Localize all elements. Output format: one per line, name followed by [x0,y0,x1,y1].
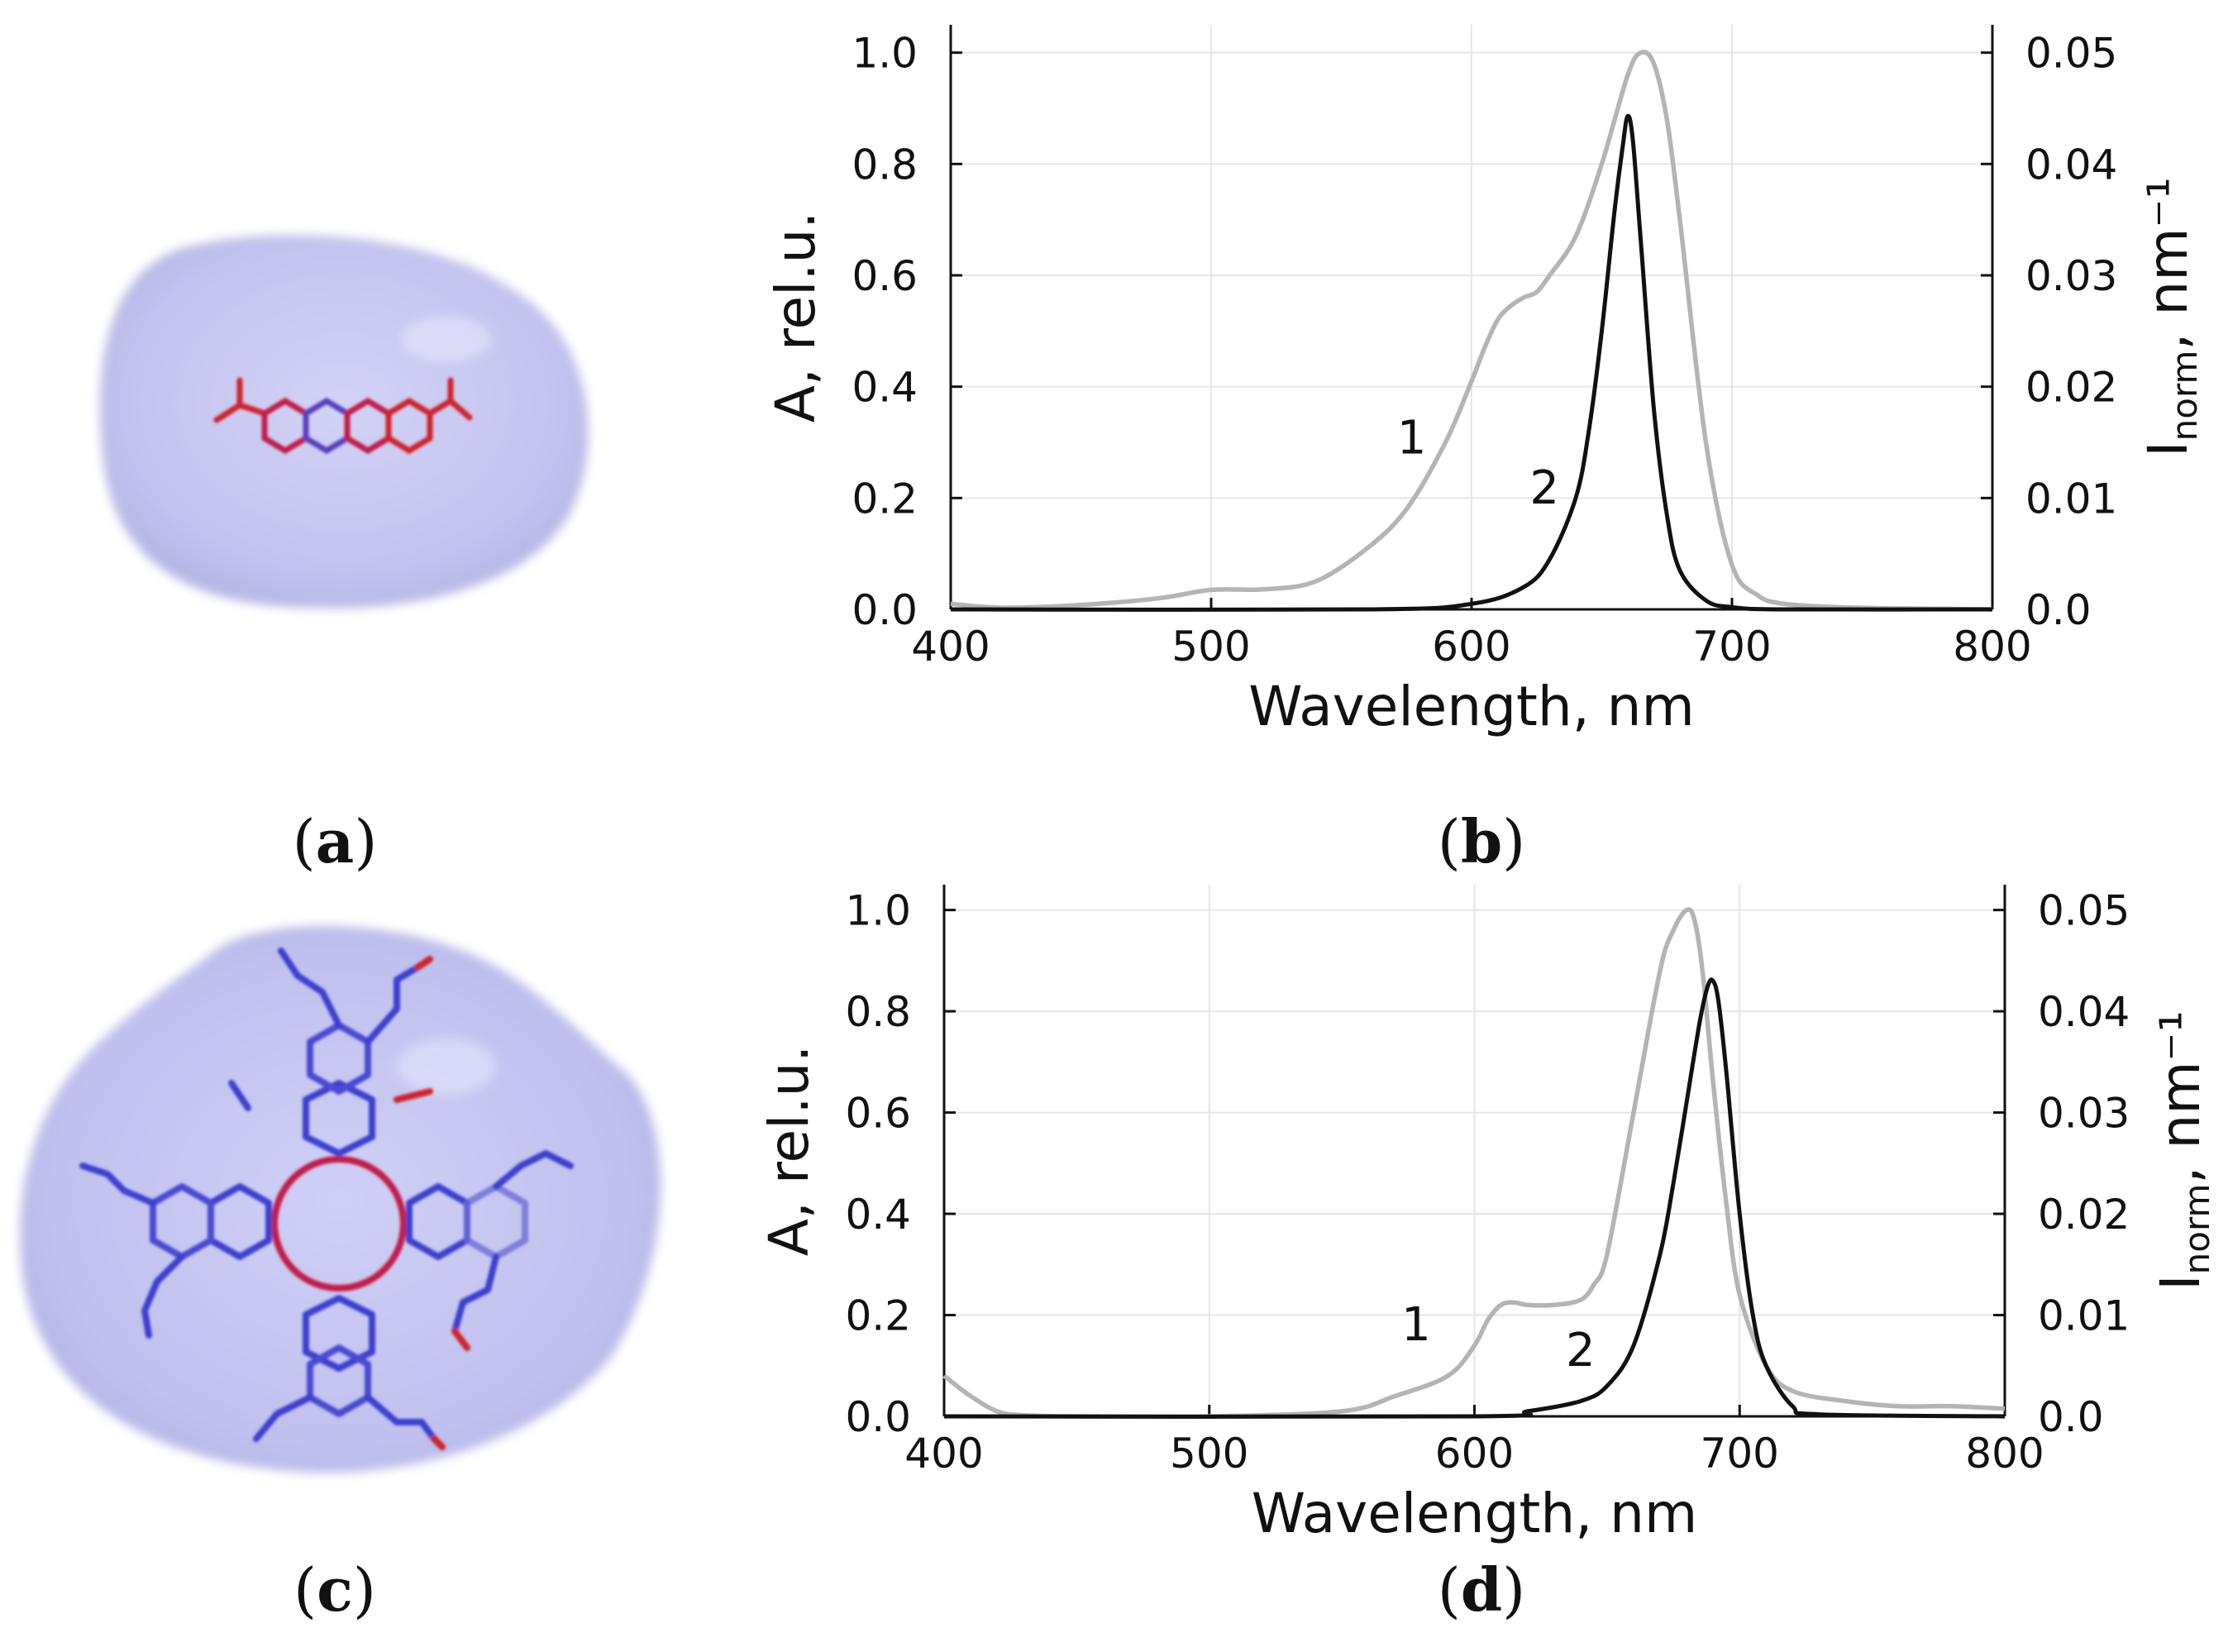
curve-label-2: 2 [1529,461,1559,515]
y-tick-label-right: 0.04 [2025,141,2117,189]
chart-d: 400 500 600 700 8000.00.20.40.60.81.00.00.01… [757,885,2217,1545]
y-tick-label-right: 0.03 [2038,1090,2130,1138]
molecule-c-structure [79,948,574,1450]
y-tick-label-left: 0.0 [845,1393,911,1441]
y-tick-label-right: 0.0 [2038,1393,2104,1441]
x-tick-label: 700 [1701,1430,1779,1478]
y-tick-label-right: 0.05 [2025,30,2117,78]
x-tick-label: 800 [1953,623,2031,671]
series-line-2 [950,113,1993,612]
y-tick-label-right: 0.01 [2025,475,2117,523]
y-axis-title-right-main: I [2149,1274,2212,1290]
y-tick-label-left: 0.4 [845,1191,911,1239]
figure-label-d: (d) [1437,1554,1526,1625]
y-tick-label-right: 0.04 [2038,988,2130,1036]
figure-label-c: (c) [293,1554,377,1625]
x-axis-title: Wavelength, nm [1248,675,1695,738]
series-line-2 [943,977,2006,1419]
curve-label-1: 1 [1397,411,1427,465]
y-axis-title-right-main: I [2136,441,2200,456]
x-tick-label: 500 [1171,623,1250,671]
curve-label-2: 2 [1566,1324,1596,1377]
y-tick-label-left: 0.2 [845,1292,911,1340]
curve-label-1: 1 [1401,1298,1431,1352]
x-tick-label: 400 [911,623,990,671]
x-tick-label: 700 [1692,623,1771,671]
y-axis-title-right-sub: norm [2164,351,2205,442]
molecule-c [19,926,661,1473]
x-tick-label: 500 [1170,1430,1248,1478]
y-tick-label-right: 0.0 [2025,586,2092,634]
chart-b: 400 500 600 700 8000.00.20.40.60.81.00.00.01… [764,25,2205,738]
y-axis-title-right-tail: , nm⁻¹ [2136,177,2200,350]
x-tick-label: 400 [904,1430,983,1478]
y-tick-label-left: 0.0 [852,586,918,634]
figure-label-a: (a) [292,806,378,876]
y-axis-title-right: Inorm, nm⁻¹ [2149,1010,2217,1291]
y-axis-title-right-sub: norm [2177,1184,2217,1275]
y-axis-title-right-tail: , nm⁻¹ [2149,1010,2212,1183]
y-tick-label-right: 0.02 [2038,1191,2130,1239]
y-tick-label-right: 0.03 [2025,252,2117,300]
molecule-a-structure [213,377,473,455]
y-tick-label-left: 0.2 [852,475,918,523]
y-axis-title-left: A, rel.u. [764,212,828,423]
molecule-a [99,235,589,609]
y-tick-label-left: 1.0 [852,30,918,78]
y-tick-label-left: 0.6 [852,252,918,300]
y-axis-title-right: Inorm, nm⁻¹ [2136,177,2205,457]
x-axis-title: Wavelength, nm [1252,1482,1698,1545]
y-tick-label-right: 0.05 [2038,887,2130,935]
y-tick-label-right: 0.01 [2038,1292,2130,1340]
y-tick-label-left: 0.8 [852,141,918,189]
x-tick-label: 800 [1965,1430,2044,1478]
series-line-1 [950,50,1993,612]
y-tick-label-left: 1.0 [845,887,911,935]
x-tick-label: 600 [1435,1430,1514,1478]
figure-label-b: (b) [1437,806,1526,876]
molecule-c-cloud [19,926,661,1473]
y-tick-label-left: 0.6 [845,1090,911,1138]
molecule-a-cloud [99,235,589,609]
y-tick-label-left: 0.4 [852,364,918,412]
x-tick-label: 600 [1432,623,1510,671]
y-tick-label-right: 0.02 [2025,364,2117,412]
y-tick-label-left: 0.8 [845,988,911,1036]
y-axis-title-left: A, rel.u. [757,1045,821,1257]
